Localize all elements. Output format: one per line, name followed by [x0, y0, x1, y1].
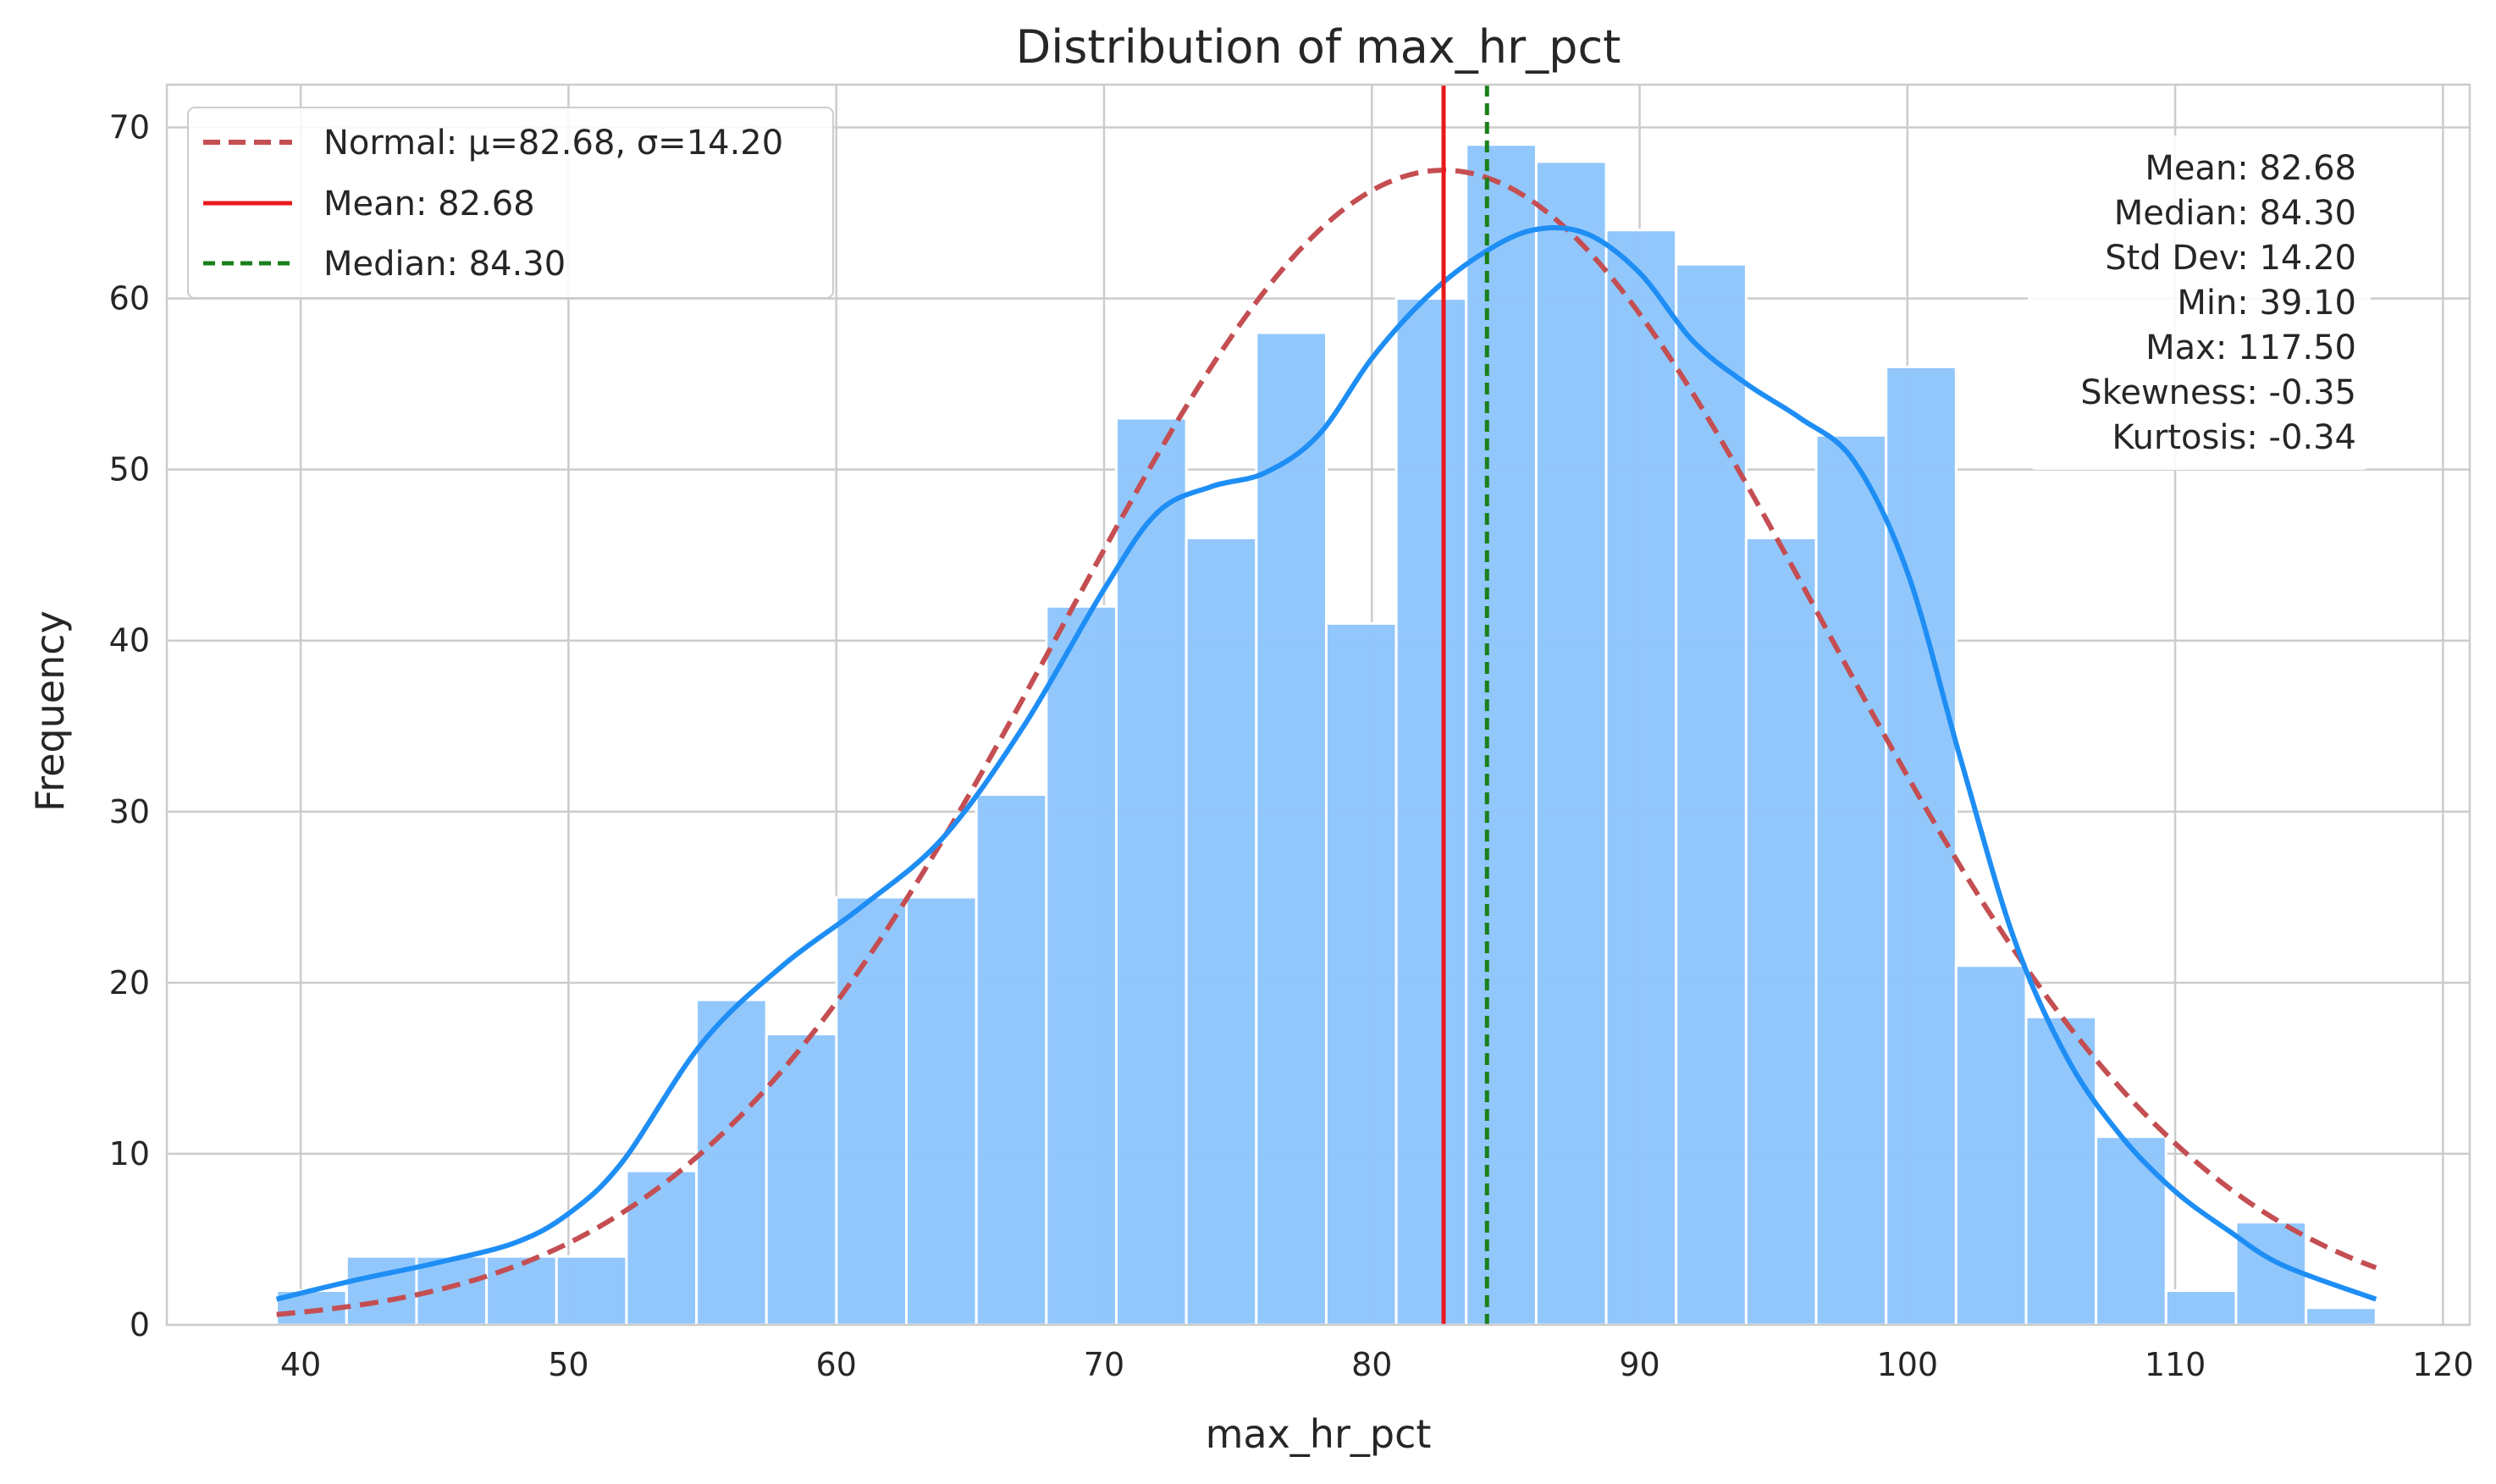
- tick-labels: 40 50 60 70 80 90 100 110 120 0 10 20 30 40 50 60 70: [109, 109, 2474, 1383]
- y-tick-label: 30: [109, 793, 150, 830]
- chart-title: Distribution of max_hr_pct: [1016, 20, 1621, 74]
- stats-line-max: Max: 117.50: [2145, 328, 2356, 367]
- x-tick-label: 40: [280, 1346, 321, 1383]
- histogram-bar: [1184, 536, 1258, 1327]
- y-tick-label: 50: [109, 451, 150, 488]
- histogram-bar: [2234, 1221, 2308, 1327]
- x-tick-label: 50: [548, 1346, 588, 1383]
- plot-frame: [165, 83, 2471, 1327]
- histogram-bar: [2095, 1135, 2167, 1327]
- histogram-bar: [2164, 1289, 2238, 1327]
- histogram-bar: [765, 1032, 838, 1327]
- x-tick-label: 120: [2412, 1346, 2474, 1383]
- legend-normal-label: Normal: μ=82.68, σ=14.20: [323, 124, 783, 163]
- histogram-bar: [1115, 417, 1188, 1327]
- histogram-bar: [2024, 1015, 2098, 1327]
- histogram-bar: [1255, 331, 1328, 1327]
- stats-line-kurtosis: Kurtosis: -0.34: [2112, 418, 2356, 457]
- y-tick-label: 0: [130, 1306, 150, 1343]
- x-tick-label: 70: [1084, 1346, 1124, 1383]
- stats-line-mean: Mean: 82.68: [2145, 149, 2356, 188]
- histogram-bar: [1814, 433, 1888, 1327]
- stats-box-background: [2028, 135, 2371, 470]
- histogram-bar: [1744, 536, 1818, 1327]
- histogram-bar: [1324, 622, 1398, 1327]
- x-tick-label: 90: [1619, 1346, 1659, 1383]
- histogram-bar: [1954, 964, 2028, 1327]
- y-axis-label: Frequency: [27, 610, 73, 812]
- histogram-bar: [555, 1255, 628, 1327]
- x-tick-label: 80: [1351, 1346, 1392, 1383]
- normal-curve: [276, 167, 2377, 1317]
- histogram-bar: [1465, 143, 1538, 1327]
- stats-line-std: Std Dev: 14.20: [2105, 239, 2356, 278]
- histogram-bar: [1534, 160, 1608, 1327]
- stats-line-median: Median: 84.30: [2114, 194, 2356, 233]
- histogram-bar: [2305, 1306, 2377, 1327]
- y-tick-label: 10: [109, 1135, 150, 1172]
- legend-box: [187, 107, 834, 299]
- histogram-bars: [275, 143, 2377, 1327]
- x-tick-label: 110: [2145, 1346, 2206, 1383]
- y-tick-label: 40: [109, 622, 150, 659]
- histogram-bar: [835, 896, 908, 1327]
- kde-curve: [275, 224, 2377, 1302]
- histogram-bar: [905, 896, 978, 1327]
- stats-line-skewness: Skewness: -0.35: [2080, 373, 2356, 412]
- histogram-bar: [345, 1255, 418, 1327]
- legend: Normal: μ=82.68, σ=14.20 Mean: 82.68 Med…: [187, 107, 834, 299]
- x-axis-label: max_hr_pct: [1206, 1411, 1432, 1457]
- histogram-bar: [1885, 365, 1958, 1327]
- legend-mean-label: Mean: 82.68: [323, 185, 535, 223]
- histogram-bar: [1045, 604, 1118, 1327]
- x-tick-label: 100: [1877, 1346, 1939, 1383]
- histogram-bar: [485, 1255, 558, 1327]
- y-tick-label: 70: [109, 109, 150, 146]
- histogram-bar: [1604, 229, 1678, 1327]
- stats-box: Mean: 82.68 Median: 84.30 Std Dev: 14.20…: [2028, 135, 2371, 470]
- curve-lines: [275, 85, 2377, 1325]
- histogram-bar: [1394, 297, 1468, 1327]
- legend-median-label: Median: 84.30: [323, 245, 566, 284]
- histogram-bar: [625, 1169, 699, 1327]
- y-tick-label: 20: [109, 964, 150, 1001]
- x-tick-label: 60: [816, 1346, 857, 1383]
- histogram-bar: [975, 793, 1048, 1327]
- histogram-bar: [695, 998, 768, 1327]
- y-tick-label: 60: [109, 280, 150, 317]
- stats-line-min: Min: 39.10: [2177, 284, 2356, 323]
